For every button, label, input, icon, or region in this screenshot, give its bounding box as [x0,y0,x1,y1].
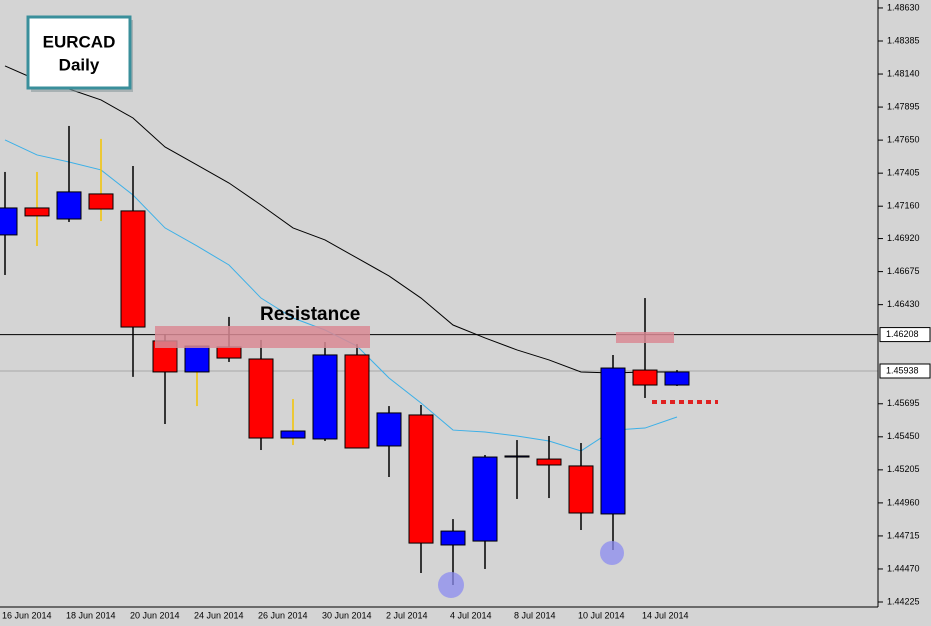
chart-title: EURCAD [43,32,116,51]
candle-body [536,458,562,466]
candle-body [504,455,530,458]
y-tick-label: 1.44715 [887,530,920,540]
low-highlight [600,541,624,565]
candle-body [0,207,18,236]
candle-body [600,367,626,515]
y-tick-label: 1.48385 [887,35,920,45]
price-label: 1.46208 [886,329,919,339]
y-tick-label: 1.47895 [887,101,920,111]
y-tick-label: 1.45695 [887,398,920,408]
y-tick-label: 1.44470 [887,563,920,573]
candle-body [120,210,146,328]
x-tick-label: 26 Jun 2014 [258,610,308,620]
candle-body [344,354,370,449]
y-tick-label: 1.46920 [887,233,920,243]
candle-body [184,345,210,373]
y-tick-label: 1.47405 [887,168,920,178]
y-tick-label: 1.46675 [887,266,920,276]
title-box [26,15,132,90]
y-tick-label: 1.44960 [887,497,920,507]
annotation: Resistance [260,304,360,325]
y-tick-label: 1.45205 [887,464,920,474]
candle-body [664,371,690,386]
candle-body [216,346,242,359]
price-label-box [879,327,931,343]
candle-body [24,207,50,217]
candle-body [88,193,114,210]
candle-body [440,530,466,546]
candle-body [280,430,306,439]
x-tick-label: 30 Jun 2014 [322,610,372,620]
x-tick-label: 4 Jul 2014 [450,610,492,620]
candle-body [312,354,338,440]
x-tick-label: 16 Jun 2014 [2,610,52,620]
candle-body [632,369,658,386]
y-tick-label: 1.44225 [887,596,920,606]
y-tick-label: 1.47160 [887,201,920,211]
candle-body [376,412,402,447]
chart-subtitle: Daily [59,55,100,74]
price-label-box [879,363,931,379]
candle-body [568,465,594,514]
price-label: 1.45938 [886,365,919,375]
y-tick-label: 1.47650 [887,134,920,144]
y-tick-label: 1.46430 [887,299,920,309]
low-highlight [438,572,464,598]
y-tick-label: 1.48630 [887,2,920,12]
plot-area [0,65,878,586]
x-tick-label: 2 Jul 2014 [386,610,428,620]
x-tick-label: 8 Jul 2014 [514,610,556,620]
x-tick-label: 14 Jul 2014 [642,610,689,620]
resistance-zone [155,326,370,348]
candle-body [408,414,434,544]
candle-body [56,191,82,220]
x-tick-label: 24 Jun 2014 [194,610,244,620]
candle-body [248,358,274,439]
x-tick-label: 10 Jul 2014 [578,610,625,620]
candle-body [472,456,498,542]
moving-average [4,65,677,374]
y-tick-label: 1.45450 [887,431,920,441]
x-tick-label: 18 Jun 2014 [66,610,116,620]
y-tick-label: 1.48140 [887,68,920,78]
resistance-zone-small [616,332,674,343]
x-tick-label: 20 Jun 2014 [130,610,180,620]
